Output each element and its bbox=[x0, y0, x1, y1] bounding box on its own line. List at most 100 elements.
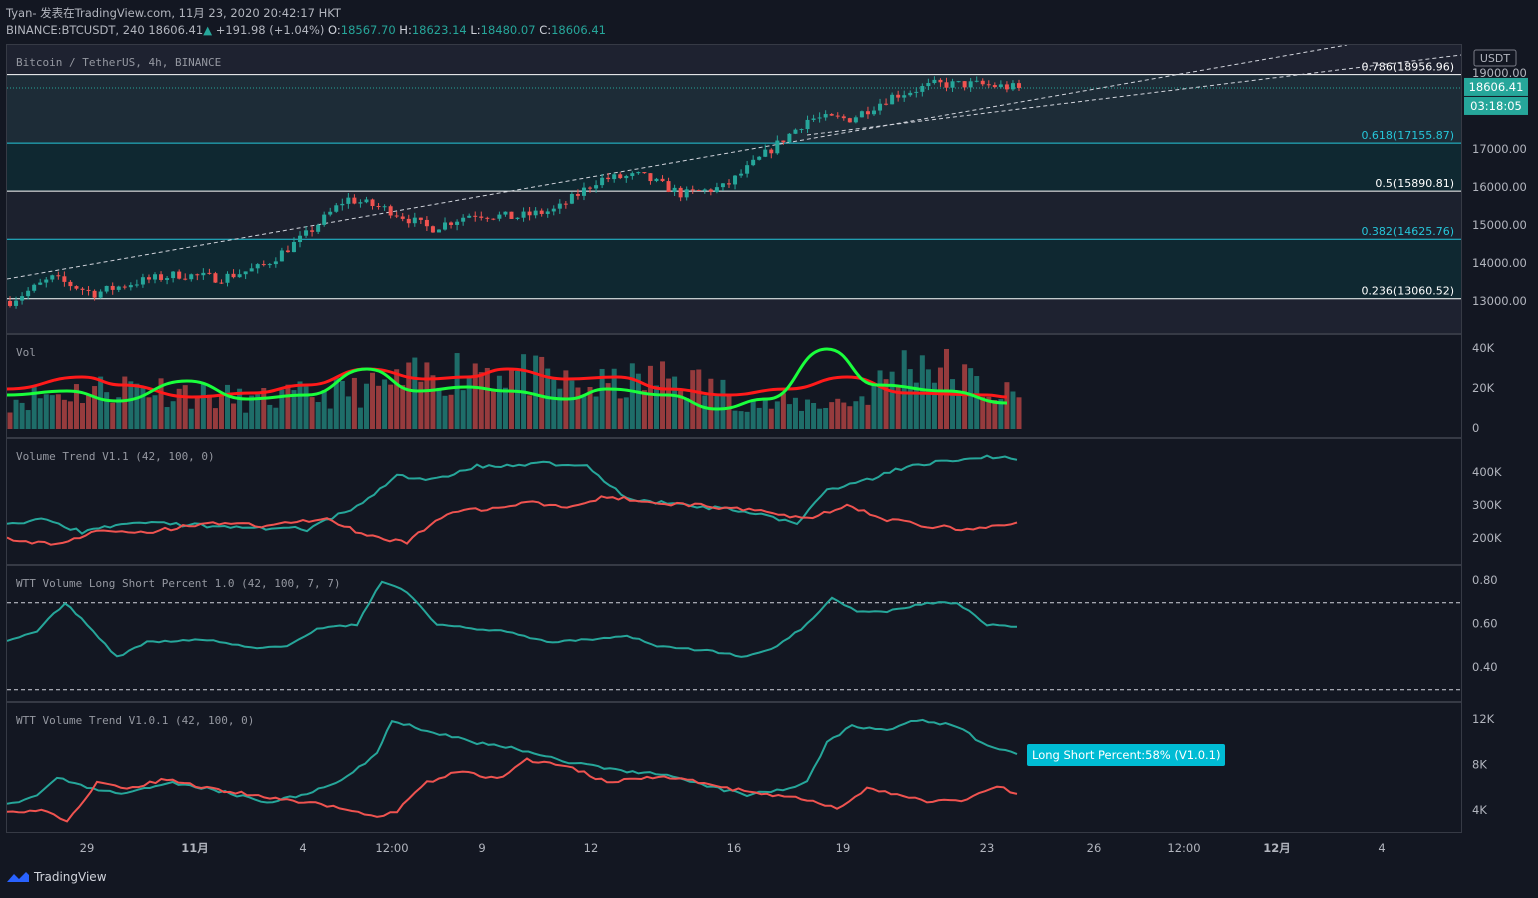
candle bbox=[865, 111, 870, 115]
wtt-volume-trend-axis: 12K 8K 4K bbox=[1472, 712, 1495, 817]
volume-bar bbox=[212, 408, 218, 429]
candle bbox=[322, 214, 327, 225]
long-short-pane[interactable]: WTT Volume Long Short Percent 1.0 (42, 1… bbox=[6, 565, 1462, 702]
volume-bar bbox=[527, 395, 533, 429]
volume-pane[interactable]: Vol bbox=[6, 334, 1462, 438]
volume-bar bbox=[333, 377, 339, 429]
time-tick: 19 bbox=[836, 841, 851, 855]
candle bbox=[346, 197, 351, 204]
candle bbox=[146, 277, 151, 280]
upper-trend-line bbox=[7, 45, 1348, 280]
candle bbox=[140, 277, 145, 285]
volume-bar bbox=[249, 395, 255, 429]
price-tag-text: 18606.41 bbox=[1469, 80, 1524, 94]
candle bbox=[853, 117, 858, 123]
candle bbox=[745, 165, 750, 174]
candle bbox=[298, 235, 303, 243]
currency-label: USDT bbox=[1480, 52, 1511, 65]
volume-bar bbox=[617, 398, 623, 429]
volume-bar bbox=[641, 390, 647, 429]
volume-bar bbox=[406, 362, 412, 429]
volume-bar bbox=[575, 387, 581, 429]
volume-bar bbox=[605, 383, 611, 429]
volume-bar bbox=[829, 402, 835, 429]
volume-bar bbox=[943, 348, 949, 429]
candle bbox=[104, 285, 109, 292]
volume-bar bbox=[690, 370, 696, 429]
volume-bar bbox=[158, 378, 164, 429]
candle bbox=[219, 282, 224, 284]
candle bbox=[98, 291, 103, 298]
time-tick: 4 bbox=[1378, 841, 1385, 855]
volume-bar bbox=[925, 369, 931, 429]
volume-bar bbox=[786, 404, 792, 429]
volume-bar bbox=[877, 370, 883, 429]
price-axis[interactable]: 19000.00 17000.00 16000.00 15000.00 14000.00… bbox=[1462, 44, 1538, 334]
candle bbox=[624, 176, 629, 179]
volume-bar bbox=[466, 375, 472, 429]
candle bbox=[575, 194, 580, 196]
volume-bar bbox=[732, 410, 738, 429]
candle bbox=[902, 95, 907, 98]
candle bbox=[134, 284, 139, 286]
candle bbox=[847, 118, 852, 123]
currency-box bbox=[1473, 49, 1517, 67]
candle bbox=[443, 222, 448, 230]
time-tick: 16 bbox=[727, 841, 742, 855]
volume-bar bbox=[702, 395, 708, 429]
wtt-trend-red bbox=[7, 757, 1018, 823]
volume-bar bbox=[962, 364, 968, 429]
volume-bar bbox=[726, 395, 732, 429]
volume-trend-chart bbox=[7, 454, 1018, 546]
candle bbox=[829, 114, 834, 116]
candle bbox=[708, 189, 713, 192]
candle bbox=[636, 172, 641, 174]
fib-label: 0.236(13060.52) bbox=[1361, 285, 1454, 298]
wtt-volume-trend-pane[interactable]: WTT Volume Trend V1.0.1 (42, 100, 0) Lon… bbox=[6, 702, 1462, 833]
volume-bar bbox=[992, 400, 998, 429]
candle bbox=[255, 264, 260, 269]
candle bbox=[304, 230, 309, 236]
volume-bar bbox=[49, 395, 55, 429]
candle bbox=[539, 210, 544, 214]
volume-bar bbox=[647, 365, 653, 429]
volume-bar bbox=[478, 372, 484, 429]
volume-bar bbox=[684, 398, 690, 429]
volume-bar bbox=[666, 378, 672, 429]
volume-bar bbox=[460, 390, 466, 429]
vt-tick: 400K bbox=[1472, 465, 1502, 479]
countdown-text: 03:18:05 bbox=[1470, 99, 1522, 113]
volume-trend-pane[interactable]: Volume Trend V1.1 (42, 100, 0) bbox=[6, 438, 1462, 565]
time-axis[interactable]: 29 11月 4 12:00 9 12 16 19 23 26 12:00 12月 4 bbox=[6, 833, 1462, 861]
volume-bar bbox=[31, 385, 37, 429]
volume-bar bbox=[472, 363, 478, 429]
price-tag bbox=[1464, 77, 1528, 96]
volume-bar bbox=[370, 372, 376, 429]
price-pane[interactable]: 0.786(18956.96) 0.618(17155.87) 0.5(15890.… bbox=[6, 44, 1462, 334]
volume-bar bbox=[122, 376, 128, 429]
candle bbox=[261, 264, 266, 266]
vol-tick: 20K bbox=[1472, 381, 1495, 395]
time-tick: 29 bbox=[80, 841, 95, 855]
volume-bar bbox=[442, 395, 448, 429]
volume-bar bbox=[817, 408, 823, 429]
volume-bar bbox=[231, 403, 237, 429]
candle bbox=[44, 279, 49, 283]
volume-bar bbox=[569, 380, 575, 429]
volume-bar bbox=[895, 385, 901, 429]
candle bbox=[763, 149, 768, 157]
volume-bar bbox=[255, 392, 261, 429]
candle bbox=[926, 83, 931, 87]
volume-bar bbox=[80, 403, 86, 429]
candle bbox=[177, 271, 182, 279]
volume-bar bbox=[907, 369, 913, 429]
candle bbox=[183, 278, 188, 280]
volume-bar bbox=[853, 401, 859, 429]
volume-bar bbox=[998, 399, 1004, 429]
lsp-tick: 0.60 bbox=[1472, 617, 1498, 631]
candle bbox=[932, 79, 937, 84]
volume-bar bbox=[1004, 382, 1010, 429]
volume-bar bbox=[750, 399, 756, 429]
candle bbox=[817, 117, 822, 119]
price-tick: 14000.00 bbox=[1472, 256, 1527, 270]
